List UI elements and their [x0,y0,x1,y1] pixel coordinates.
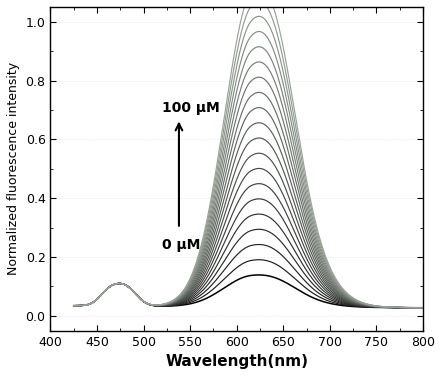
Text: 0 μM: 0 μM [162,238,201,252]
Y-axis label: Normalized fluorescence intensity: Normalized fluorescence intensity [7,62,20,275]
Text: 100 μM: 100 μM [162,102,220,115]
X-axis label: Wavelength(nm): Wavelength(nm) [165,354,308,369]
